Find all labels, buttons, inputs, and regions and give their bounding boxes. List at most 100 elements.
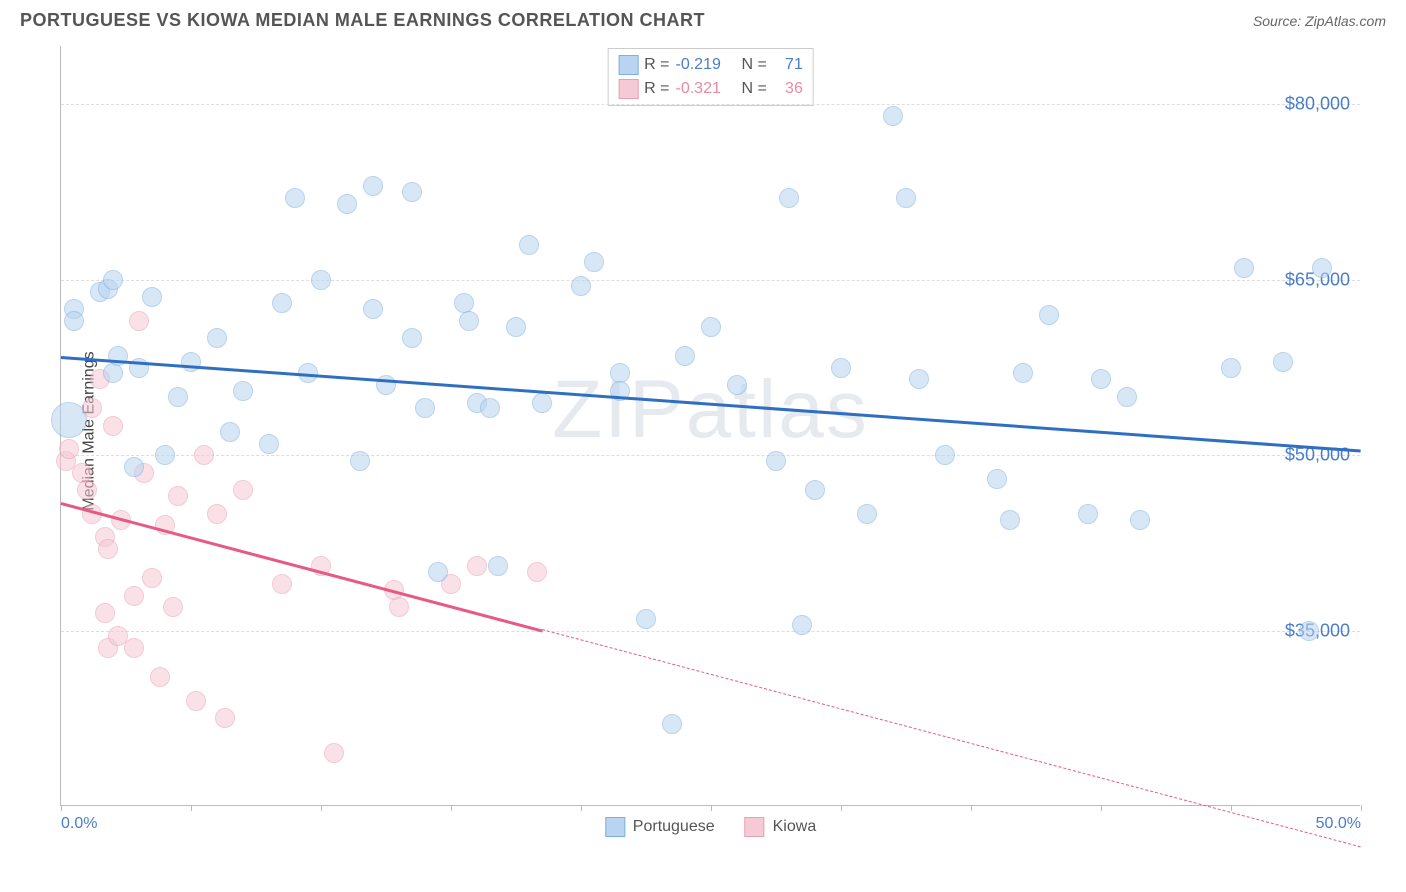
kiowa-point [207,504,227,524]
portuguese-point [51,402,87,438]
kiowa-point [168,486,188,506]
n-label: N = [742,56,767,74]
portuguese-point [311,270,331,290]
portuguese-point [103,270,123,290]
portuguese-point [103,363,123,383]
portuguese-point [831,358,851,378]
kiowa-point [527,562,547,582]
portuguese-point [428,562,448,582]
portuguese-point [402,182,422,202]
portuguese-point [459,311,479,331]
x-tick [451,805,452,811]
legend-label-portuguese: Portuguese [633,818,715,836]
kiowa-point [95,603,115,623]
portuguese-point [805,480,825,500]
trend-kiowa-extrapolated [542,629,1361,847]
portuguese-point [1130,510,1150,530]
portuguese-point [402,328,422,348]
portuguese-point [1312,258,1332,278]
portuguese-point [1013,363,1033,383]
kiowa-point [389,597,409,617]
x-tick [61,805,62,811]
portuguese-point [488,556,508,576]
portuguese-point [1234,258,1254,278]
portuguese-point [909,369,929,389]
x-tick [321,805,322,811]
source-attribution: Source: ZipAtlas.com [1253,13,1386,29]
portuguese-point [415,398,435,418]
portuguese-point [124,457,144,477]
swatch-kiowa [618,79,638,99]
portuguese-point [350,451,370,471]
x-tick [841,805,842,811]
portuguese-point [155,445,175,465]
portuguese-point [792,615,812,635]
r-label: R = [644,56,669,74]
kiowa-point [98,539,118,559]
plot-area: ZIPatlas R = -0.219 N = 71 R = -0.321 N … [60,46,1360,806]
n-value-kiowa: 36 [773,80,803,98]
chart-container: Median Male Earnings ZIPatlas R = -0.219… [20,36,1380,826]
grid-line [61,104,1360,105]
r-value-portuguese: -0.219 [676,56,736,74]
portuguese-point [259,434,279,454]
kiowa-point [59,439,79,459]
portuguese-point [1039,305,1059,325]
portuguese-point [701,317,721,337]
x-tick [581,805,582,811]
x-tick-label: 0.0% [61,815,97,833]
portuguese-point [1273,352,1293,372]
portuguese-point [636,609,656,629]
portuguese-point [571,276,591,296]
x-tick [1361,805,1362,811]
kiowa-point [103,416,123,436]
portuguese-point [233,381,253,401]
portuguese-point [1078,504,1098,524]
trend-portuguese [61,356,1361,452]
portuguese-point [207,328,227,348]
portuguese-point [935,445,955,465]
portuguese-point [220,422,240,442]
portuguese-point [532,393,552,413]
legend-item-kiowa: Kiowa [745,817,817,837]
portuguese-point [363,176,383,196]
portuguese-point [779,188,799,208]
y-tick-label: $80,000 [1285,94,1350,115]
portuguese-point [480,398,500,418]
n-value-portuguese: 71 [773,56,803,74]
r-label: R = [644,80,669,98]
correlation-legend: R = -0.219 N = 71 R = -0.321 N = 36 [607,48,814,106]
portuguese-point [662,714,682,734]
kiowa-point [467,556,487,576]
portuguese-point [584,252,604,272]
kiowa-point [142,568,162,588]
portuguese-point [1117,387,1137,407]
x-tick [711,805,712,811]
grid-line [61,631,1360,632]
kiowa-point [324,743,344,763]
swatch-portuguese [605,817,625,837]
portuguese-point [285,188,305,208]
portuguese-point [519,235,539,255]
legend-item-portuguese: Portuguese [605,817,715,837]
portuguese-point [727,375,747,395]
x-tick-label: 50.0% [1316,815,1361,833]
portuguese-point [272,293,292,313]
legend-row-portuguese: R = -0.219 N = 71 [618,53,803,77]
portuguese-point [142,287,162,307]
kiowa-point [215,708,235,728]
portuguese-point [1221,358,1241,378]
kiowa-point [129,311,149,331]
legend-row-kiowa: R = -0.321 N = 36 [618,77,803,101]
kiowa-point [194,445,214,465]
portuguese-point [857,504,877,524]
swatch-portuguese [618,55,638,75]
kiowa-point [272,574,292,594]
x-tick [191,805,192,811]
portuguese-point [987,469,1007,489]
portuguese-point [1299,621,1319,641]
x-tick [971,805,972,811]
kiowa-point [77,480,97,500]
portuguese-point [363,299,383,319]
r-value-kiowa: -0.321 [676,80,736,98]
